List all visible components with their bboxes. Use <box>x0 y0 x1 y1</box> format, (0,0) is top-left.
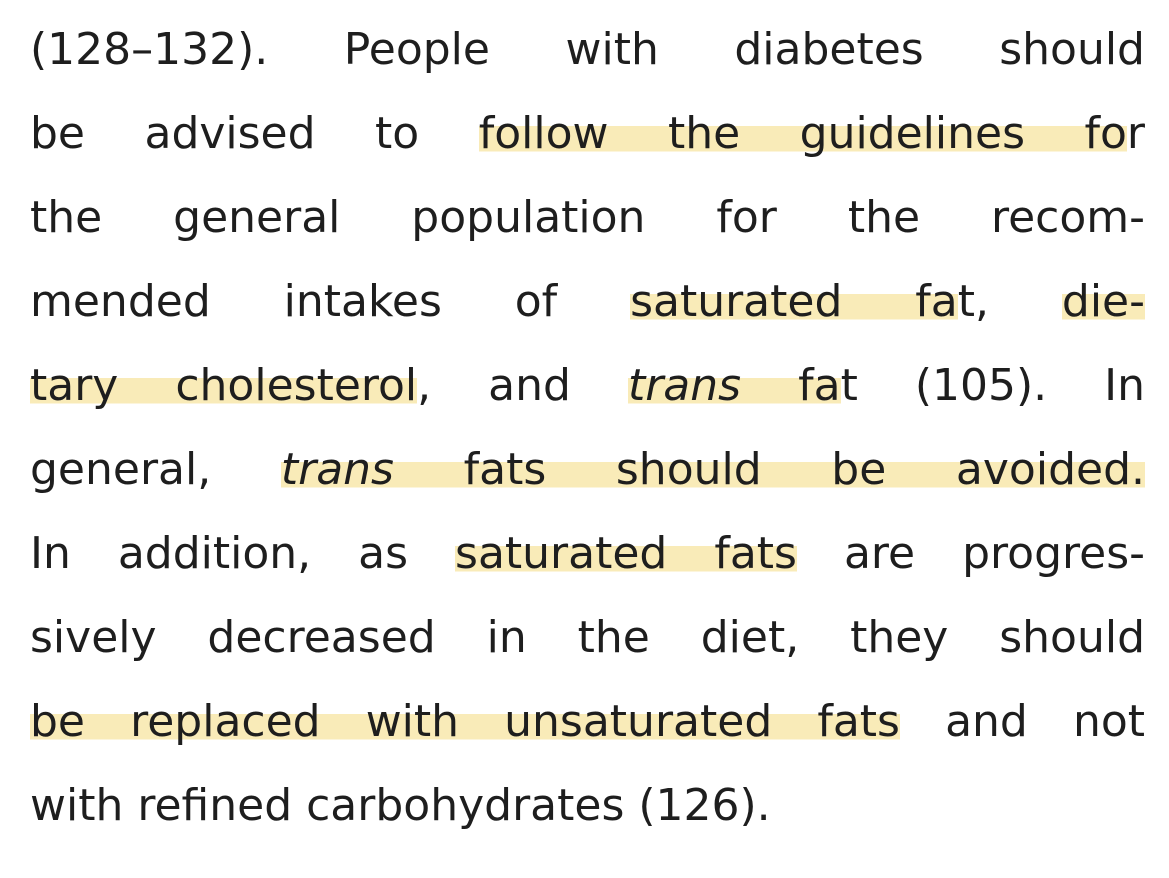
text-line: In addition, as saturated fats are progr… <box>30 512 1145 596</box>
text: and not <box>899 696 1145 747</box>
highlighted-text: be replaced with unsaturated fats <box>30 696 900 747</box>
highlighted-text: follow the guidelines fo <box>478 108 1127 159</box>
text: with refined carbohydrates (126). <box>30 780 771 831</box>
highlighted-text: die- <box>1061 276 1145 327</box>
highlighted-text: fats should be avoided. <box>393 444 1145 495</box>
text-line: tary cholesterol, and trans fat (105). I… <box>30 344 1145 428</box>
text-line: (128–132). People with diabetes should <box>30 8 1145 92</box>
text: mended intakes of <box>30 276 631 327</box>
text-line: be advised to follow the guidelines for <box>30 92 1145 176</box>
text: t, <box>957 276 1062 327</box>
highlighted-text: fa <box>741 360 841 411</box>
text: the general population for the recom- <box>30 192 1145 243</box>
text-line: the general population for the recom- <box>30 176 1145 260</box>
text: , and <box>417 360 628 411</box>
text-line: be replaced with unsaturated fats and no… <box>30 680 1145 764</box>
text-line: general, trans fats should be avoided. <box>30 428 1145 512</box>
highlighted-text: tary cholesterol <box>30 360 418 411</box>
text-line: with refined carbohydrates (126). <box>30 764 1145 848</box>
highlighted-text: trans <box>280 444 394 495</box>
text: (128–132). People with diabetes should <box>30 24 1145 75</box>
text: r <box>1126 108 1145 159</box>
text: t (105). In <box>840 360 1145 411</box>
text: sively decreased in the diet, they shoul… <box>30 612 1145 663</box>
highlighted-text: saturated fa <box>630 276 958 327</box>
text-line: mended intakes of saturated fat, die- <box>30 260 1145 344</box>
highlighted-text: trans <box>627 360 742 411</box>
text: are progres- <box>796 528 1145 579</box>
highlighted-text: saturated fats <box>455 528 797 579</box>
text: general, <box>30 444 281 495</box>
text-line: sively decreased in the diet, they shoul… <box>30 596 1145 680</box>
text: In addition, as <box>30 528 456 579</box>
text: be advised to <box>30 108 479 159</box>
